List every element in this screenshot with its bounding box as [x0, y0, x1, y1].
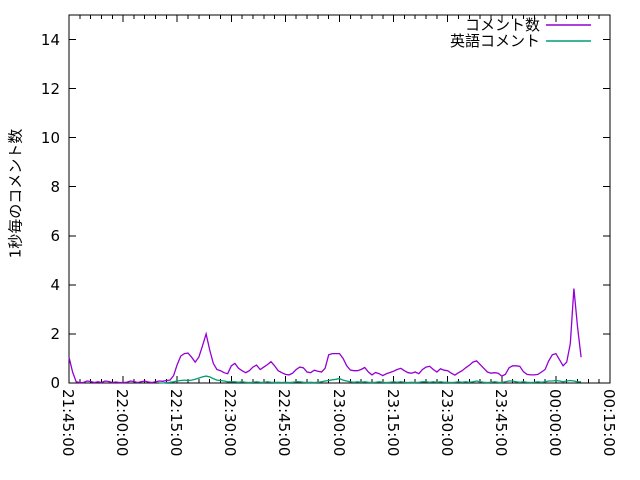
legend-label-comments: コメント数 — [464, 16, 540, 34]
x-tick-label-214500: 21:45:00 — [59, 389, 77, 457]
series-line-1 — [159, 375, 582, 384]
x-tick-label-230000: 23:00:00 — [329, 389, 348, 457]
x-tick-label-234500: 23:45:00 — [491, 389, 510, 457]
x-tick-label-220000: 22:00:00 — [113, 389, 132, 457]
y-tick-label-12: 12 — [40, 79, 60, 98]
y-tick-label-14: 14 — [40, 30, 60, 49]
legend-label-english-comments: 英語コメント — [449, 32, 540, 50]
series-line-0 — [68, 288, 582, 384]
y-tick-label-6: 6 — [50, 226, 60, 245]
x-tick-label-223000: 22:30:00 — [221, 389, 240, 457]
y-tick-label-4: 4 — [50, 275, 60, 294]
x-tick-label-221500: 22:15:00 — [167, 389, 186, 457]
plot-border — [68, 14, 611, 384]
x-tick-label-000000: 00:00:00 — [545, 389, 564, 457]
y-tick-label-0: 0 — [50, 374, 60, 392]
x-tick-label-224500: 22:45:00 — [275, 389, 294, 457]
x-tick-label-233000: 23:30:00 — [437, 389, 456, 457]
y-tick-label-8: 8 — [50, 177, 60, 196]
y-tick-label-10: 10 — [40, 128, 60, 147]
y-tick-label-2: 2 — [50, 324, 60, 343]
x-tick-label-001500: 00:15:00 — [600, 389, 618, 457]
x-tick-label-231500: 23:15:00 — [383, 389, 402, 457]
